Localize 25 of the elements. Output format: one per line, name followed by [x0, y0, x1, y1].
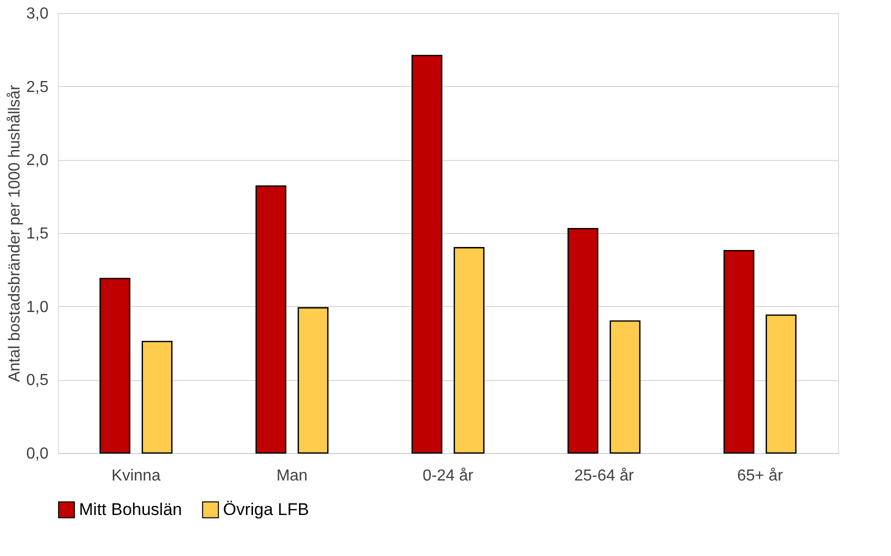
- x-tick-label: Man: [276, 468, 308, 484]
- bar: [256, 185, 286, 454]
- x-tick-label: 25-64 år: [574, 468, 634, 484]
- x-tick-label: 0-24 år: [422, 468, 474, 484]
- bar: [568, 228, 598, 454]
- y-tick-label: 0,0: [26, 446, 49, 462]
- legend-label: Övriga LFB: [223, 500, 309, 519]
- bar: [766, 314, 796, 454]
- x-tick-label: Kvinna: [112, 468, 161, 484]
- bar: [724, 250, 754, 454]
- y-tick-label: 1,5: [26, 226, 49, 242]
- y-tick-label: 2,0: [26, 152, 49, 170]
- y-tick-label: 3,0: [26, 6, 49, 22]
- x-tick-label: 65+ år: [737, 468, 784, 484]
- legend-label: Mitt Bohuslän: [79, 500, 182, 519]
- y-tick-label: 1,0: [26, 298, 49, 316]
- y-axis-title: Antal bostadsbränder per 1000 hushållsår: [6, 84, 24, 382]
- bar: [610, 320, 640, 454]
- y-tick-label: 0,5: [26, 372, 49, 390]
- y-tick-label: 2,5: [26, 78, 49, 96]
- bar: [454, 247, 484, 454]
- bar: [412, 54, 442, 454]
- bar: [142, 340, 172, 454]
- bar: [298, 307, 328, 454]
- bar: [100, 278, 130, 454]
